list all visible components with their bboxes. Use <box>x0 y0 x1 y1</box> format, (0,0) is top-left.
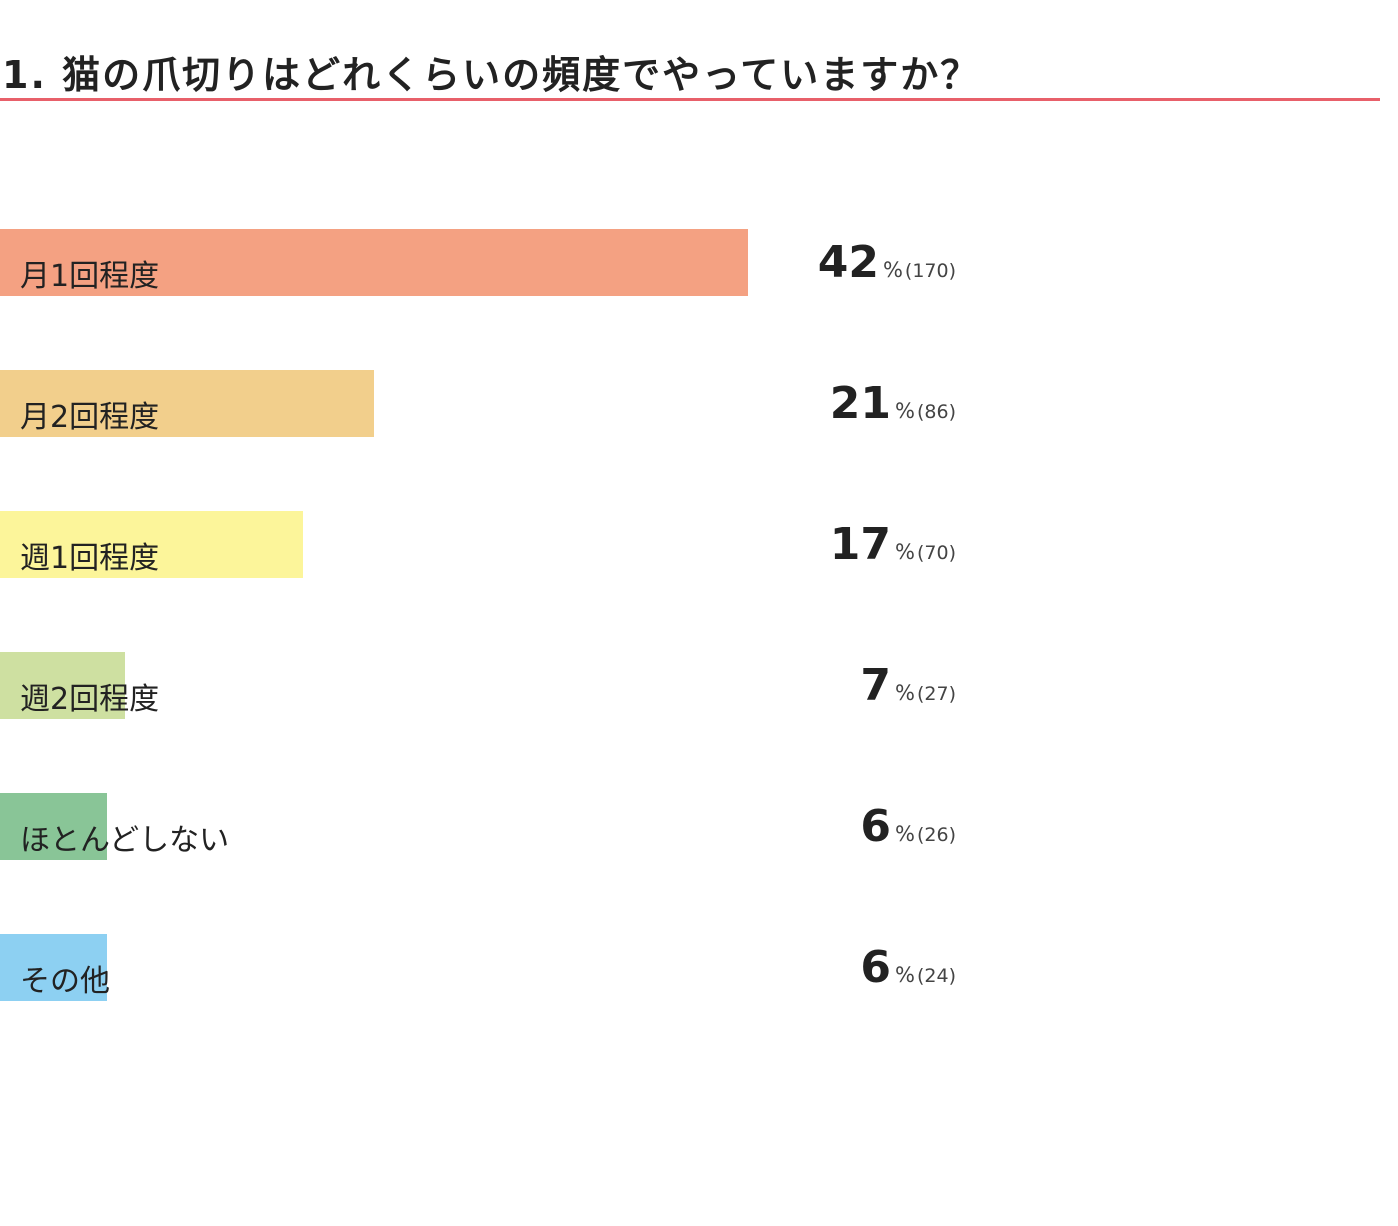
respondent-count: (27) <box>916 683 956 705</box>
percent-value: 21 <box>829 378 892 429</box>
bar-label-6: その他 <box>20 964 110 999</box>
percent-sign: % <box>895 540 915 564</box>
respondent-count: (170) <box>904 260 956 282</box>
bar-2 <box>0 370 374 437</box>
percent-sign: % <box>895 963 915 987</box>
percent-value: 6 <box>860 942 892 993</box>
bar-4 <box>0 652 125 719</box>
bar-1 <box>0 229 748 296</box>
title-underline <box>0 98 1380 101</box>
bar-6 <box>0 934 107 1001</box>
bar-3 <box>0 511 303 578</box>
respondent-count: (86) <box>916 401 956 423</box>
data-label-1: 42% (170) <box>818 237 956 288</box>
percent-sign: % <box>895 681 915 705</box>
data-label-6: 6% (24) <box>860 942 956 993</box>
bar-label-4: 週2回程度 <box>20 682 160 717</box>
bar-5 <box>0 793 107 860</box>
survey-question-title: 1. 猫の爪切りはどれくらいの頻度でやっていますか？ <box>2 53 981 97</box>
respondent-count: (26) <box>916 824 956 846</box>
percent-sign: % <box>882 258 903 282</box>
percent-value: 42 <box>817 237 879 288</box>
bar-label-1: 月1回程度 <box>20 259 160 294</box>
bar-label-3: 週1回程度 <box>20 541 160 576</box>
percent-sign: % <box>895 399 915 423</box>
data-label-3: 17% (70) <box>830 519 956 570</box>
respondent-count: (70) <box>916 542 956 564</box>
percent-sign: % <box>895 822 915 846</box>
percent-value: 17 <box>829 519 892 570</box>
data-label-4: 7% (27) <box>860 660 956 711</box>
data-label-2: 21% (86) <box>830 378 956 429</box>
percent-value: 7 <box>860 660 892 711</box>
bar-label-5: ほとんどしない <box>20 823 230 858</box>
percent-value: 6 <box>860 801 892 852</box>
data-label-5: 6% (26) <box>860 801 956 852</box>
bar-label-2: 月2回程度 <box>20 400 160 435</box>
respondent-count: (24) <box>916 965 956 987</box>
